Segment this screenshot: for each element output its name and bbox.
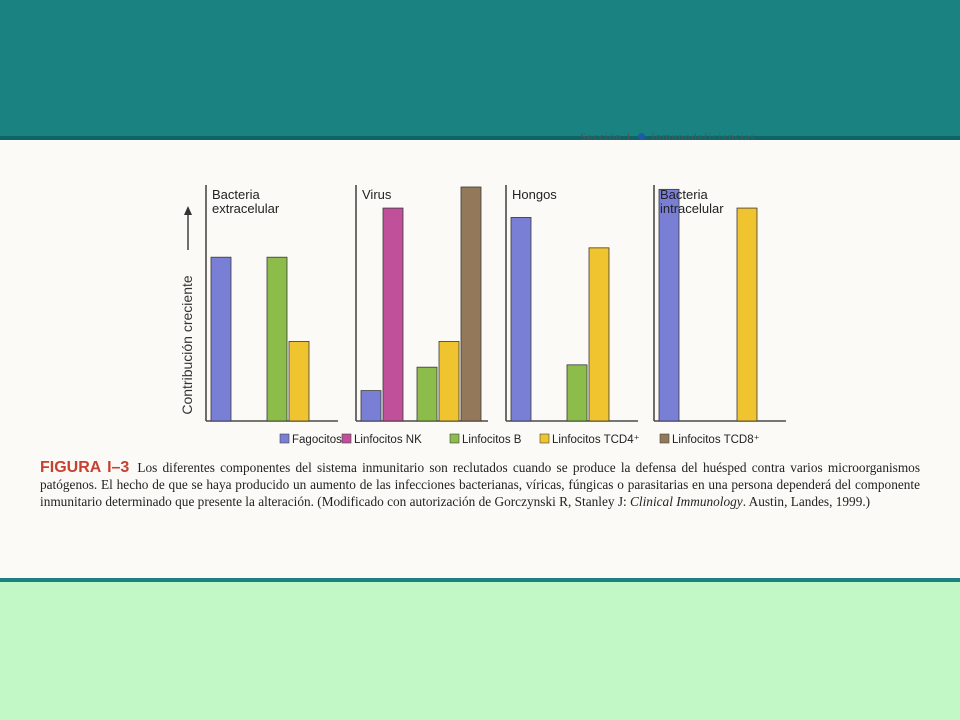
bar-panel-2-fagocitos	[360, 390, 382, 422]
caption-book-title: Clinical Immunology	[630, 494, 743, 509]
arrow-up-icon	[184, 206, 192, 215]
bar-panel-1-linfocitos-b	[266, 256, 288, 422]
legend-label-2: Linfocitos NK	[354, 434, 422, 446]
bottom-banner-edge	[0, 578, 960, 582]
header-section: Sección 1	[580, 131, 633, 143]
panel-1-title: Bacteria	[212, 187, 260, 202]
legend-swatch-1	[279, 433, 290, 444]
bottom-banner	[0, 582, 960, 720]
y-axis-label: Contribución creciente	[179, 275, 195, 415]
bar-panel-3-linfocitos-b	[566, 364, 588, 422]
bar-panel-1-linfocitos-tcd4-	[288, 341, 310, 422]
bar-panel-2-linfocitos-tcd4-	[438, 341, 460, 422]
header-title: Inmunodeficiencias	[651, 131, 756, 143]
bar-panel-2-linfocitos-tcd8-	[460, 186, 482, 422]
panel-4-title: intracelular	[660, 201, 724, 216]
panel-2-title: Virus	[362, 187, 392, 202]
panel-3-title: Hongos	[512, 187, 557, 202]
figure-caption: FIGURA I–3 Los diferentes componentes del…	[40, 459, 920, 510]
legend-label-3: Linfocitos B	[462, 434, 522, 446]
bullet-icon	[638, 133, 646, 140]
legend-label-5: Linfocitos TCD8⁺	[672, 434, 760, 446]
caption-text: Los diferentes componentes del sistema i…	[40, 460, 921, 509]
figure-label: FIGURA I–3	[40, 459, 130, 476]
bar-panel-3-linfocitos-tcd4-	[588, 247, 610, 422]
running-header: Sección 1 Inmunodeficiencias	[580, 131, 756, 143]
panel-4-title: Bacteria	[660, 187, 708, 202]
legend-label-4: Linfocitos TCD4⁺	[552, 434, 640, 446]
caption-text-end: . Austin, Landes, 1999.)	[742, 494, 871, 509]
bar-panel-4-fagocitos	[658, 188, 680, 422]
top-banner-edge	[0, 136, 960, 140]
bar-panel-2-linfocitos-b	[416, 366, 438, 422]
legend-swatch-5	[659, 433, 670, 444]
bar-panel-4-linfocitos-tcd4-	[736, 207, 758, 422]
bar-panel-2-linfocitos-nk	[382, 207, 404, 422]
legend-label-1: Fagocitos	[292, 434, 342, 446]
bar-panel-3-fagocitos	[510, 217, 532, 422]
panel-1-title: extracelular	[212, 201, 280, 216]
bar-panel-1-fagocitos	[210, 256, 232, 422]
legend-swatch-2	[341, 433, 352, 444]
top-banner	[0, 0, 960, 138]
legend-swatch-3	[449, 433, 460, 444]
legend-swatch-4	[539, 433, 550, 444]
